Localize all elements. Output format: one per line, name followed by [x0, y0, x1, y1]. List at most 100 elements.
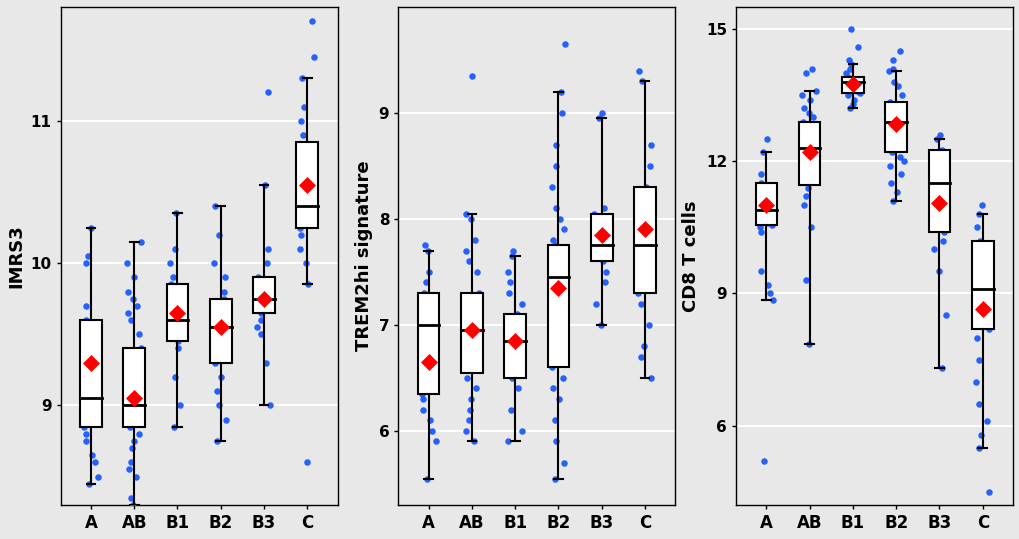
Point	[980, 245, 997, 254]
Point	[851, 78, 867, 86]
Point	[306, 52, 322, 61]
Point	[807, 86, 823, 95]
Point	[801, 95, 817, 104]
Point	[970, 355, 986, 364]
Point	[753, 170, 769, 179]
Point	[932, 364, 949, 372]
Bar	[418, 293, 439, 394]
Point	[253, 309, 269, 317]
Point	[88, 330, 104, 338]
Point	[126, 273, 143, 282]
Point	[838, 75, 854, 84]
Point	[553, 278, 570, 287]
Point	[633, 267, 649, 276]
Point	[641, 215, 657, 223]
Point	[216, 294, 232, 303]
Point	[124, 444, 141, 452]
Point	[258, 294, 274, 303]
Point	[892, 170, 908, 179]
Point	[759, 280, 775, 289]
Point	[545, 331, 561, 340]
Point	[880, 108, 897, 117]
Point	[929, 179, 946, 188]
Point	[884, 64, 901, 73]
Point	[87, 458, 103, 467]
Point	[970, 444, 986, 452]
Point	[459, 321, 475, 329]
Point	[499, 437, 516, 446]
Point	[630, 66, 646, 75]
Y-axis label: IMRS3: IMRS3	[7, 224, 24, 288]
Point	[121, 423, 138, 431]
Point	[555, 225, 572, 234]
Point	[802, 157, 818, 165]
Y-axis label: CD8 T cells: CD8 T cells	[682, 200, 700, 312]
Point	[593, 246, 609, 255]
Point	[461, 257, 477, 266]
Point	[166, 372, 182, 381]
Point	[294, 159, 311, 168]
Point	[881, 98, 898, 106]
Point	[77, 301, 94, 310]
Point	[90, 358, 106, 367]
Point	[258, 358, 274, 367]
Point	[514, 321, 530, 329]
Point	[427, 331, 443, 340]
Point	[763, 221, 780, 230]
Point	[217, 323, 233, 331]
Point	[220, 330, 236, 338]
Point	[119, 394, 136, 403]
Point	[750, 210, 766, 218]
Point	[642, 194, 658, 202]
Point	[794, 91, 810, 99]
Bar	[590, 213, 612, 261]
Point	[752, 227, 768, 236]
Point	[842, 64, 858, 73]
Point	[884, 104, 901, 113]
Point	[418, 474, 434, 483]
Bar	[210, 299, 231, 363]
Point	[931, 223, 948, 232]
Point	[632, 204, 648, 212]
Point	[123, 316, 140, 324]
Point	[798, 192, 814, 201]
Point	[542, 321, 558, 329]
Point	[752, 267, 768, 276]
Point	[176, 323, 193, 331]
Point	[587, 215, 603, 223]
Point	[169, 344, 185, 353]
Point	[846, 80, 862, 88]
Point	[930, 267, 947, 276]
Point	[550, 395, 567, 403]
Point	[974, 267, 990, 276]
Point	[971, 236, 987, 245]
Point	[511, 331, 527, 340]
Point	[250, 273, 266, 282]
Point	[122, 458, 139, 467]
Point	[934, 210, 951, 218]
Point	[762, 201, 779, 210]
Point	[551, 215, 568, 223]
Point	[501, 342, 518, 350]
Point	[465, 353, 481, 361]
Point	[547, 162, 564, 170]
Point	[841, 56, 857, 64]
Point	[884, 56, 901, 64]
Point	[880, 161, 897, 170]
Point	[415, 405, 431, 414]
Point	[125, 294, 142, 303]
Point	[416, 310, 432, 319]
Point	[596, 278, 612, 287]
Point	[164, 273, 180, 282]
Point	[637, 183, 653, 191]
Point	[465, 437, 481, 446]
Point	[845, 100, 861, 108]
Point	[127, 472, 144, 481]
Point	[927, 135, 944, 143]
Point	[544, 236, 560, 244]
Bar	[634, 187, 655, 293]
Point	[967, 377, 983, 386]
Point	[301, 216, 317, 225]
Point	[754, 148, 770, 157]
Point	[457, 342, 473, 350]
